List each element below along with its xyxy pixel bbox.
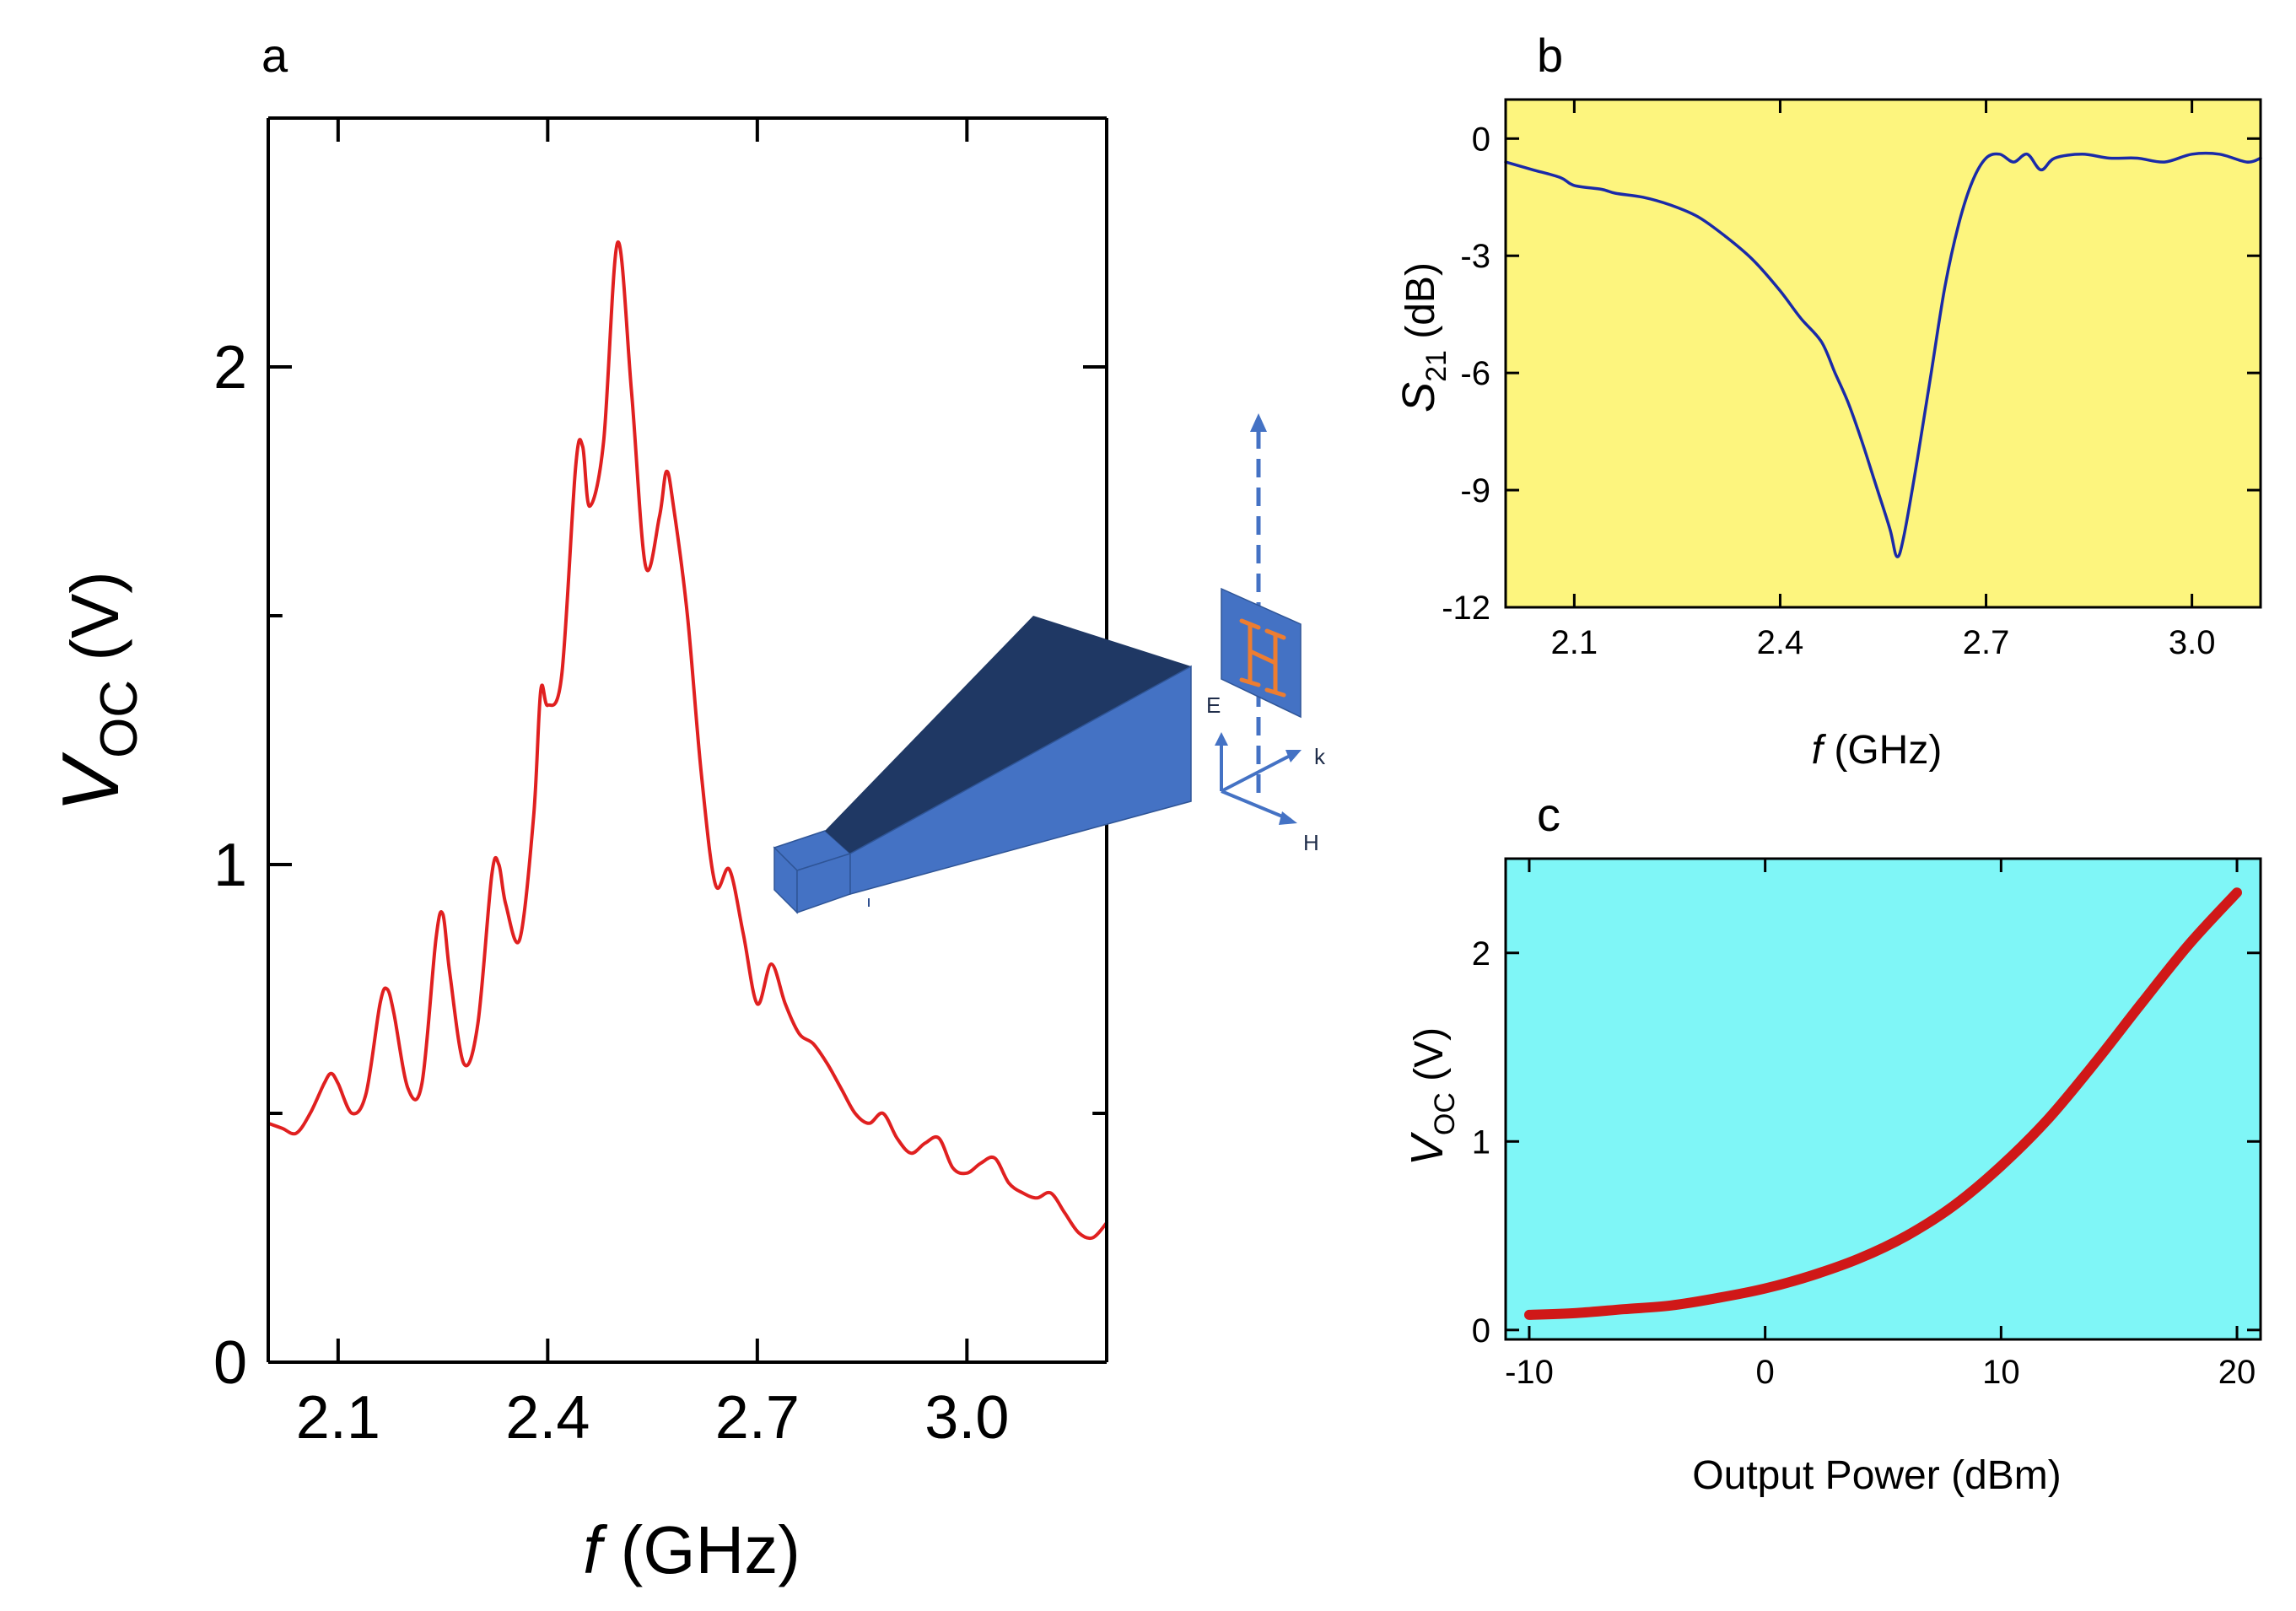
axis-title-a-y-sub: OC bbox=[90, 680, 148, 758]
axis-title-c-y-sub: OC bbox=[1429, 1092, 1461, 1135]
chart-b-ytick-label: -12 bbox=[1442, 590, 1490, 627]
e-field-arrow-icon bbox=[1215, 732, 1228, 746]
panel-c-background bbox=[1506, 859, 2261, 1339]
chart-c-series-line-0 bbox=[1524, 887, 2242, 1320]
chart-b-xtick-label: 2.1 bbox=[1551, 624, 1598, 661]
chart-b-ytick-label: 0 bbox=[1472, 121, 1490, 158]
antenna-bar bbox=[1248, 649, 1278, 665]
rectenna-plate bbox=[1221, 587, 1302, 719]
chart-c-frame bbox=[1504, 857, 2262, 1341]
horn-top-face bbox=[825, 616, 1191, 854]
k-vector-arrow-line bbox=[1221, 752, 1296, 793]
chart-b-frame bbox=[1504, 98, 2262, 609]
horn-side-face bbox=[849, 665, 1192, 895]
chart-c-ytick-label: 0 bbox=[1472, 1312, 1490, 1350]
axis-title-c-y-main: V bbox=[1402, 1131, 1453, 1166]
chart-a-ytick-label: 0 bbox=[213, 1329, 247, 1397]
axis-title-b-y: S21 (dB) bbox=[1393, 262, 1453, 412]
axis-title-c-y: VOC (V) bbox=[1402, 1027, 1461, 1166]
axis-title-a-x-rest: (GHz) bbox=[601, 1512, 800, 1587]
chart-a-series-line-0 bbox=[267, 240, 1108, 1241]
axis-title-c-x: Output Power (dBm) bbox=[1692, 1453, 2061, 1498]
h-field-arrow-icon bbox=[1279, 811, 1297, 825]
chart-b: 2.1 2.4 2.7 3.0 0 -3 -6 -9 -12 bbox=[1442, 98, 2262, 661]
h-field-arrow-line bbox=[1221, 789, 1291, 822]
chart-a-ytick-label: 2 bbox=[213, 334, 247, 401]
axis-title-a-x: f (GHz) bbox=[583, 1512, 800, 1587]
chart-c-xtick-label: -10 bbox=[1505, 1354, 1554, 1391]
panel-label-b: b bbox=[1537, 29, 1563, 82]
chart-c-xtick-label: 20 bbox=[2218, 1354, 2256, 1391]
chart-b-xtick-label: 2.7 bbox=[1963, 624, 2010, 661]
chart-a-xtick-label: 3.0 bbox=[924, 1384, 1009, 1452]
chart-b-xtick-label: 2.4 bbox=[1757, 624, 1804, 661]
inset-label-k: k bbox=[1314, 744, 1326, 769]
chart-b-series-line-0 bbox=[1504, 151, 2262, 558]
panel-b-background bbox=[1506, 100, 2261, 607]
panel-label-c: c bbox=[1537, 788, 1560, 841]
chart-a-ytick-label: 1 bbox=[213, 832, 247, 899]
axis-title-b-x: f (GHz) bbox=[1812, 728, 1943, 773]
chart-a-xtick-label: 2.4 bbox=[505, 1384, 590, 1452]
chart-b-ytick-label: -6 bbox=[1460, 355, 1490, 392]
inset-label-e: E bbox=[1206, 692, 1221, 718]
axis-title-b-y-sub: 21 bbox=[1420, 350, 1453, 382]
chart-c-ytick-label: 2 bbox=[1472, 935, 1490, 973]
horn-antenna-inset: E k H bbox=[772, 413, 1326, 919]
chart-a-xtick-label: 2.7 bbox=[715, 1384, 800, 1452]
chart-a-xtick-label: 2.1 bbox=[296, 1384, 380, 1452]
axis-title-a-y-rest: (V) bbox=[57, 571, 132, 680]
chart-c-xtick-label: 10 bbox=[1982, 1354, 2020, 1391]
propagation-arrow-icon bbox=[1250, 413, 1267, 432]
axis-title-b-y-rest: (dB) bbox=[1399, 262, 1443, 350]
chart-b-xtick-label: 3.0 bbox=[2169, 624, 2216, 661]
axis-title-a-y: VOC (V) bbox=[46, 571, 148, 812]
axis-title-b-x-rest: (GHz) bbox=[1823, 728, 1942, 773]
panel-label-a: a bbox=[261, 29, 288, 82]
axis-title-a-y-main: V bbox=[46, 752, 136, 812]
chart-b-ytick-label: -9 bbox=[1460, 472, 1490, 509]
k-vector-arrow-icon bbox=[1285, 750, 1302, 762]
antenna-cap-top-left bbox=[1239, 618, 1261, 630]
antenna-cap-top-right bbox=[1264, 628, 1286, 640]
antenna-cap-bottom-left bbox=[1239, 677, 1261, 687]
chart-c: -10 0 10 20 0 1 2 bbox=[1472, 857, 2262, 1391]
chart-b-ytick-label: -3 bbox=[1460, 238, 1490, 275]
antenna-cap-bottom-right bbox=[1264, 687, 1286, 698]
axis-title-b-y-main: S bbox=[1393, 382, 1444, 412]
inset-label-h: H bbox=[1303, 830, 1319, 855]
axis-title-c-y-rest: (V) bbox=[1407, 1027, 1452, 1092]
chart-c-xtick-label: 0 bbox=[1756, 1354, 1775, 1391]
chart-c-ytick-label: 1 bbox=[1472, 1123, 1490, 1161]
